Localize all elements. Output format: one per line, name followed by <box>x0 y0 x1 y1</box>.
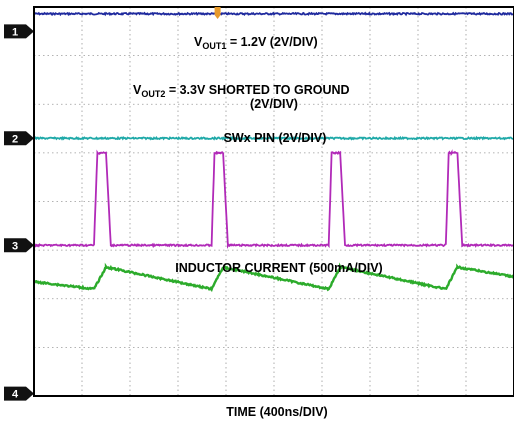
vout1-label-sub: OUT1 <box>202 41 226 51</box>
channel-marker-label: 4 <box>12 389 19 401</box>
channel-marker-3: 3 <box>4 238 34 253</box>
swx-label: SWx PIN (2V/DIV) <box>224 131 327 145</box>
vout2-trace <box>33 135 514 141</box>
channel-markers: 1 2 3 4 <box>4 24 34 401</box>
swx-trace <box>33 149 514 249</box>
vout1-trace <box>33 11 514 17</box>
x-axis-label: TIME (400ns/DIV) <box>226 405 327 419</box>
channel-marker-2: 2 <box>4 131 34 146</box>
channel-marker-4: 4 <box>4 386 34 401</box>
vout1-label-main: V <box>194 35 203 49</box>
trigger-marker <box>214 7 221 19</box>
vout2-label-sub: OUT2 <box>141 89 165 99</box>
channel-marker-arrow <box>4 131 34 146</box>
channel-marker-label: 1 <box>12 26 18 38</box>
channel-marker-1: 1 <box>4 24 34 39</box>
vout2-label-rest: = 3.3V SHORTED TO GROUND <box>165 83 349 97</box>
channel-marker-label: 2 <box>12 133 18 145</box>
plot-frame <box>33 6 514 397</box>
channel-marker-arrow <box>4 24 34 39</box>
channel-marker-label: 3 <box>12 240 18 252</box>
vout2-label-line2: (2V/DIV) <box>250 97 298 111</box>
inductor-current-label: INDUCTOR CURRENT (500mA/DIV) <box>175 261 382 275</box>
vout1-label: VOUT1 = 1.2V (2V/DIV) <box>194 35 318 51</box>
vout2-label-main: V <box>133 83 142 97</box>
channel-marker-arrow <box>4 386 34 401</box>
inductor-current-trace <box>33 262 514 293</box>
vout1-label-rest: = 1.2V (2V/DIV) <box>226 35 317 49</box>
traces <box>33 11 514 293</box>
channel-marker-arrow <box>4 238 34 253</box>
vout2-label: VOUT2 = 3.3V SHORTED TO GROUND <box>133 83 350 99</box>
